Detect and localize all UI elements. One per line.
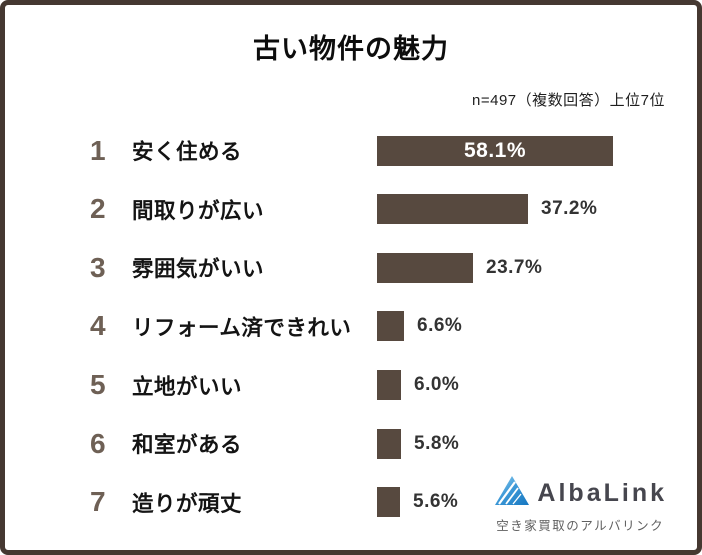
bar-chart: 1 安く住める 58.1% 2 間取りが広い 37.2% 3 雰囲気がいい 23… bbox=[5, 121, 697, 531]
sample-size-note: n=497（複数回答）上位7位 bbox=[472, 92, 665, 110]
chart-row-3: 3 雰囲気がいい 23.7% bbox=[5, 239, 697, 298]
rank-number: 6 bbox=[90, 427, 106, 459]
value-label: 5.6% bbox=[413, 491, 459, 513]
value-label: 37.2% bbox=[541, 198, 598, 220]
category-label: 立地がいい bbox=[132, 374, 243, 399]
bar bbox=[377, 370, 401, 401]
albalink-logo: AlbaLink 空き家買取のアルバリンク bbox=[493, 475, 667, 534]
category-label: リフォーム済できれい bbox=[132, 315, 352, 340]
bar: 58.1% bbox=[377, 135, 613, 166]
value-label: 5.8% bbox=[414, 432, 460, 454]
chart-row-6: 6 和室がある 5.8% bbox=[5, 414, 697, 473]
bar-track: 37.2% bbox=[377, 194, 697, 225]
category-label: 安く住める bbox=[132, 140, 243, 165]
category-label: 間取りが広い bbox=[132, 198, 265, 223]
chart-row-4: 4 リフォーム済できれい 6.6% bbox=[5, 297, 697, 356]
rank-number: 2 bbox=[90, 193, 106, 225]
bar bbox=[377, 194, 528, 225]
chart-row-7: 7 造りが頑丈 5.6% bbox=[5, 473, 697, 532]
bar bbox=[377, 428, 401, 459]
logo-wordmark: AlbaLink bbox=[537, 478, 667, 507]
rank-number: 7 bbox=[90, 486, 106, 518]
chart-row-2: 2 間取りが広い 37.2% bbox=[5, 180, 697, 239]
logo-tagline: 空き家買取のアルバリンク bbox=[496, 519, 665, 533]
rank-number: 3 bbox=[90, 251, 106, 283]
value-label: 6.6% bbox=[417, 315, 463, 337]
bar-track: 6.0% bbox=[377, 370, 697, 401]
value-label: 23.7% bbox=[486, 256, 543, 278]
category-label: 雰囲気がいい bbox=[132, 257, 265, 282]
chart-row-1: 1 安く住める 58.1% bbox=[5, 121, 697, 180]
bar-track: 58.1% bbox=[377, 135, 697, 166]
value-label: 6.0% bbox=[414, 374, 460, 396]
bar-track: 23.7% bbox=[377, 252, 697, 283]
bar bbox=[377, 487, 400, 518]
bar bbox=[377, 311, 404, 342]
chart-row-5: 5 立地がいい 6.0% bbox=[5, 356, 697, 415]
rank-number: 4 bbox=[90, 310, 106, 342]
bar bbox=[377, 252, 473, 283]
category-label: 造りが頑丈 bbox=[132, 491, 243, 516]
category-label: 和室がある bbox=[132, 433, 243, 458]
value-label: 58.1% bbox=[463, 138, 527, 162]
rank-number: 5 bbox=[90, 369, 106, 401]
bar-track: 5.6% bbox=[377, 487, 697, 518]
chart-title: 古い物件の魅力 bbox=[253, 34, 449, 64]
bar-track: 5.8% bbox=[377, 428, 697, 459]
rank-number: 1 bbox=[90, 134, 106, 166]
bar-track: 6.6% bbox=[377, 311, 697, 342]
mountain-triangle-icon bbox=[493, 475, 530, 511]
